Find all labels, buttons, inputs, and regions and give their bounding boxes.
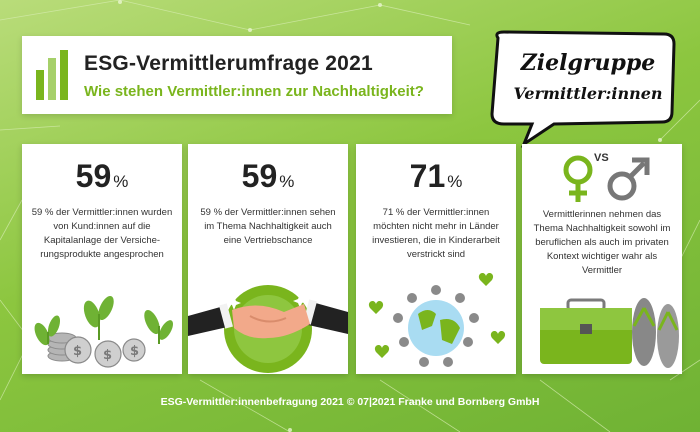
vs-label: VS — [594, 152, 609, 164]
page-subtitle: Wie stehen Vermittler:innen zur Nachhalt… — [84, 83, 424, 100]
speech-bubble — [490, 30, 676, 148]
page-title: ESG-Vermittlerumfrage 2021 — [84, 52, 373, 75]
bubble-subtitle: Vermittler:innen — [513, 84, 663, 103]
stat-text: Vermittlerinnen nehmen das Thema Nachhal… — [533, 209, 671, 276]
stat-card-1: 59% 59 % der Vermittler:innen wurden von… — [22, 144, 182, 374]
globe-people-icon — [368, 273, 506, 367]
female-vs-male-icon — [563, 155, 650, 202]
stat-value: 59% — [75, 158, 129, 194]
bar-logo-icon — [36, 50, 68, 100]
stat-value: 59% — [241, 158, 295, 194]
svg-text:$: $ — [73, 344, 82, 359]
briefcase-flipflops-icon — [540, 298, 679, 368]
stat-card-4: VS Vermittlerinnen nehmen das Thema Nach… — [522, 144, 682, 374]
svg-text:$: $ — [103, 348, 112, 363]
bubble-title: Zielgruppe — [520, 50, 656, 76]
stat-text: 59 % der Vermittler:innen wurden von Kun… — [31, 207, 173, 260]
svg-text:$: $ — [130, 344, 139, 359]
stat-text: 71 % der Vermittler:innen möchten nicht … — [372, 207, 500, 260]
stat-value: 71% — [409, 158, 463, 194]
stat-card-3: 71% 71 % der Vermittler:innen möchten ni… — [356, 144, 516, 374]
handshake-icon — [188, 285, 348, 373]
plants-coins-icon: $ $ $ — [34, 295, 173, 368]
footer-credit: ESG-Vermittler:innenbefragung 2021 © 07|… — [160, 396, 540, 408]
stat-card-2: 59% 59 % der Vermittler:innen sehen im T… — [188, 144, 348, 374]
title-panel: ESG-Vermittlerumfrage 2021 Wie stehen Ve… — [22, 36, 452, 114]
stat-text: 59 % der Vermittler:innen sehen im Thema… — [200, 207, 336, 246]
